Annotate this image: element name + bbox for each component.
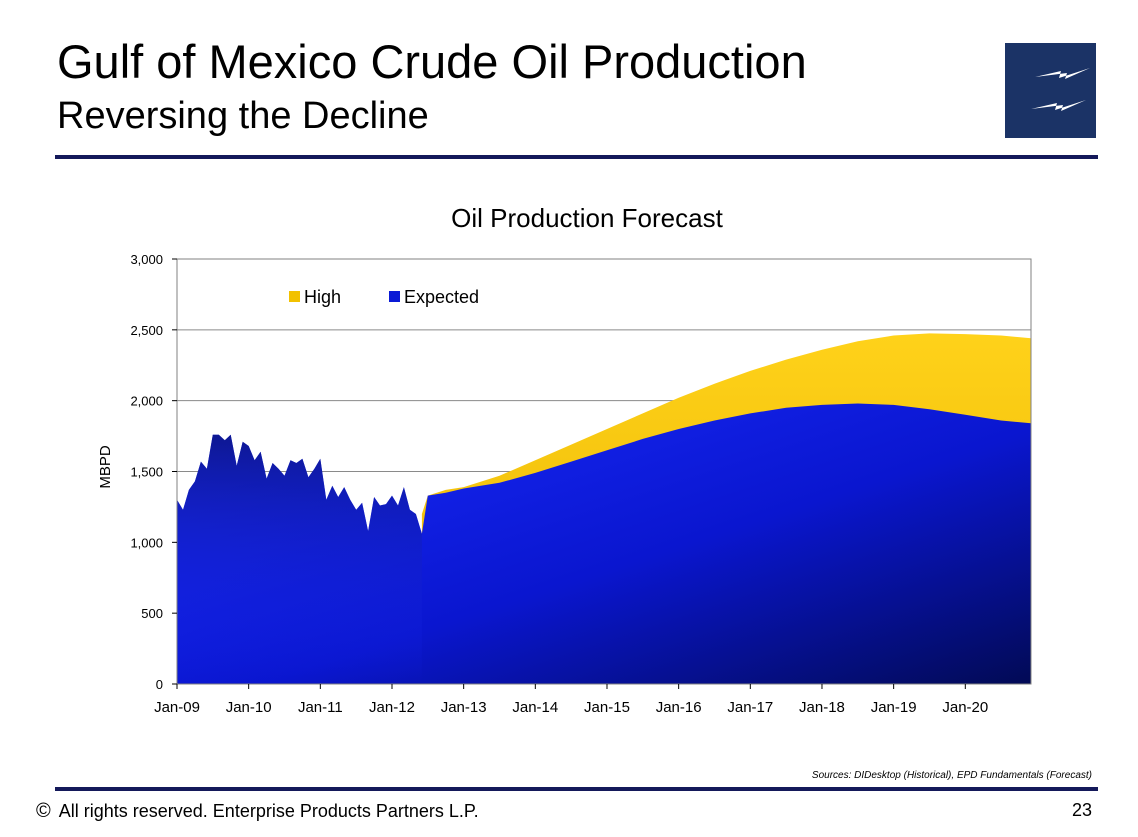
y-tick-label: 2,000 <box>130 394 163 409</box>
sources-note: Sources: DIDesktop (Historical), EPD Fun… <box>811 770 1092 781</box>
x-tick-label: Jan-09 <box>154 699 200 716</box>
y-tick-label: 3,000 <box>130 252 163 267</box>
legend-label: Expected <box>404 287 479 307</box>
oil-production-chart: Oil Production Forecast 0 500 1,000 1,500 2,… <box>97 203 1032 716</box>
footer-rule <box>55 787 1098 791</box>
x-tick-label: Jan-17 <box>727 699 773 716</box>
legend-swatch <box>389 291 400 302</box>
y-tick-label: 2,500 <box>130 323 163 338</box>
slide-title: Gulf of Mexico Crude Oil Production <box>57 35 807 88</box>
company-logo <box>1005 43 1096 138</box>
chart-title: Oil Production Forecast <box>451 203 723 233</box>
x-tick-label: Jan-20 <box>942 699 988 716</box>
y-tick-label: 1,500 <box>130 465 163 480</box>
x-tick-label: Jan-12 <box>369 699 415 716</box>
slide-subtitle: Reversing the Decline <box>57 95 429 137</box>
legend-swatch <box>289 291 300 302</box>
y-tick-label: 0 <box>156 677 163 692</box>
y-tick-label: 1,000 <box>130 535 163 550</box>
page-number: 23 <box>1071 800 1092 820</box>
copyright-symbol: © <box>36 800 51 822</box>
x-tick-label: Jan-11 <box>298 699 343 716</box>
footer: © All rights reserved. Enterprise Product… <box>36 800 479 823</box>
y-tick-label: 500 <box>141 606 163 621</box>
x-tick-label: Jan-16 <box>656 699 702 716</box>
footer-text: All rights reserved. Enterprise Products… <box>58 801 479 821</box>
x-tick-label: Jan-19 <box>871 699 917 716</box>
x-tick-label: Jan-10 <box>226 699 272 716</box>
x-tick-label: Jan-15 <box>584 699 630 716</box>
historical-shading <box>177 434 422 684</box>
header-rule <box>55 155 1098 159</box>
legend-label: High <box>304 287 341 307</box>
x-tick-label: Jan-13 <box>441 699 487 716</box>
y-axis-label: MBPD <box>97 445 114 489</box>
x-tick-label: Jan-14 <box>512 699 558 716</box>
x-tick-label: Jan-18 <box>799 699 845 716</box>
